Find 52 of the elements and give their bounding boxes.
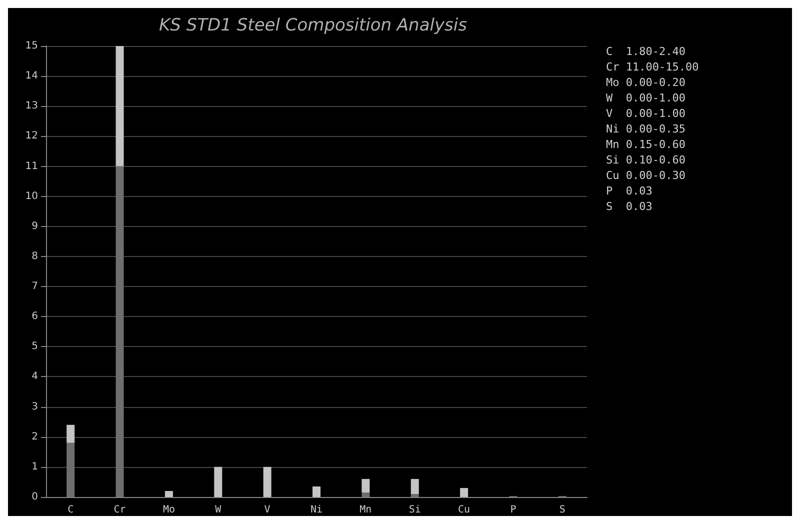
bar — [66, 424, 75, 443]
bar — [66, 442, 75, 497]
y-tick-label: 0 — [32, 492, 38, 502]
y-tick-label: 8 — [32, 250, 38, 262]
x-tick-label: Mn — [360, 504, 372, 516]
x-tick-label: Cr — [114, 504, 126, 516]
bar — [312, 486, 320, 497]
bar — [214, 466, 222, 497]
y-tick-label: 5 — [32, 341, 38, 352]
text: Mo 0.00-0.20 — [606, 76, 686, 89]
y-tick-label: 7 — [32, 281, 38, 292]
y-tick-label: 13 — [25, 100, 38, 112]
bar — [362, 492, 370, 497]
text: C 1.80-2.40 — [606, 45, 686, 58]
y-tick-label: 4 — [32, 371, 38, 382]
x-tick-label: Mo — [162, 504, 175, 516]
text: P 0.03 — [606, 184, 652, 198]
y-tick-label: 11 — [25, 160, 38, 172]
x-tick-label: Ni — [310, 504, 323, 516]
text: Cu 0.00-0.30 — [606, 169, 686, 182]
text: S 0.03 — [606, 200, 652, 213]
bar — [460, 488, 468, 497]
bar — [263, 466, 272, 497]
y-tick-label: 12 — [25, 130, 38, 142]
x-tick-label: S — [559, 504, 566, 516]
text: Si 0.10-0.60 — [606, 154, 686, 166]
bar — [116, 166, 124, 497]
bar — [116, 46, 124, 166]
x-tick-label: W — [215, 504, 222, 516]
y-tick-label: 3 — [32, 401, 38, 412]
bar — [164, 490, 173, 497]
text: Mn 0.15-0.60 — [606, 138, 686, 151]
x-tick-label: C — [68, 504, 74, 516]
x-tick-label: V — [264, 504, 270, 516]
y-tick-label: 2 — [32, 431, 38, 442]
bar — [410, 478, 419, 494]
text: V 0.00-1.00 — [606, 107, 686, 120]
chart-title: KS STD1 Steel Composition Analysis — [159, 16, 468, 36]
y-tick-label: 15 — [25, 40, 38, 52]
y-tick-label: 14 — [25, 70, 38, 82]
y-tick-label: 10 — [25, 190, 38, 202]
text: W 0.00-1.00 — [606, 92, 686, 104]
y-tick-label: 1 — [32, 461, 38, 472]
text: Cr 11.00-15.00 — [606, 60, 699, 74]
text: Ni 0.00-0.35 — [606, 122, 686, 136]
bar — [410, 494, 419, 497]
x-tick-label: Si — [408, 504, 421, 516]
bar — [362, 478, 370, 492]
x-tick-label: P — [510, 504, 516, 516]
y-tick-label: 9 — [32, 220, 38, 232]
y-tick-label: 6 — [32, 311, 38, 322]
x-tick-label: Cu — [458, 504, 470, 516]
